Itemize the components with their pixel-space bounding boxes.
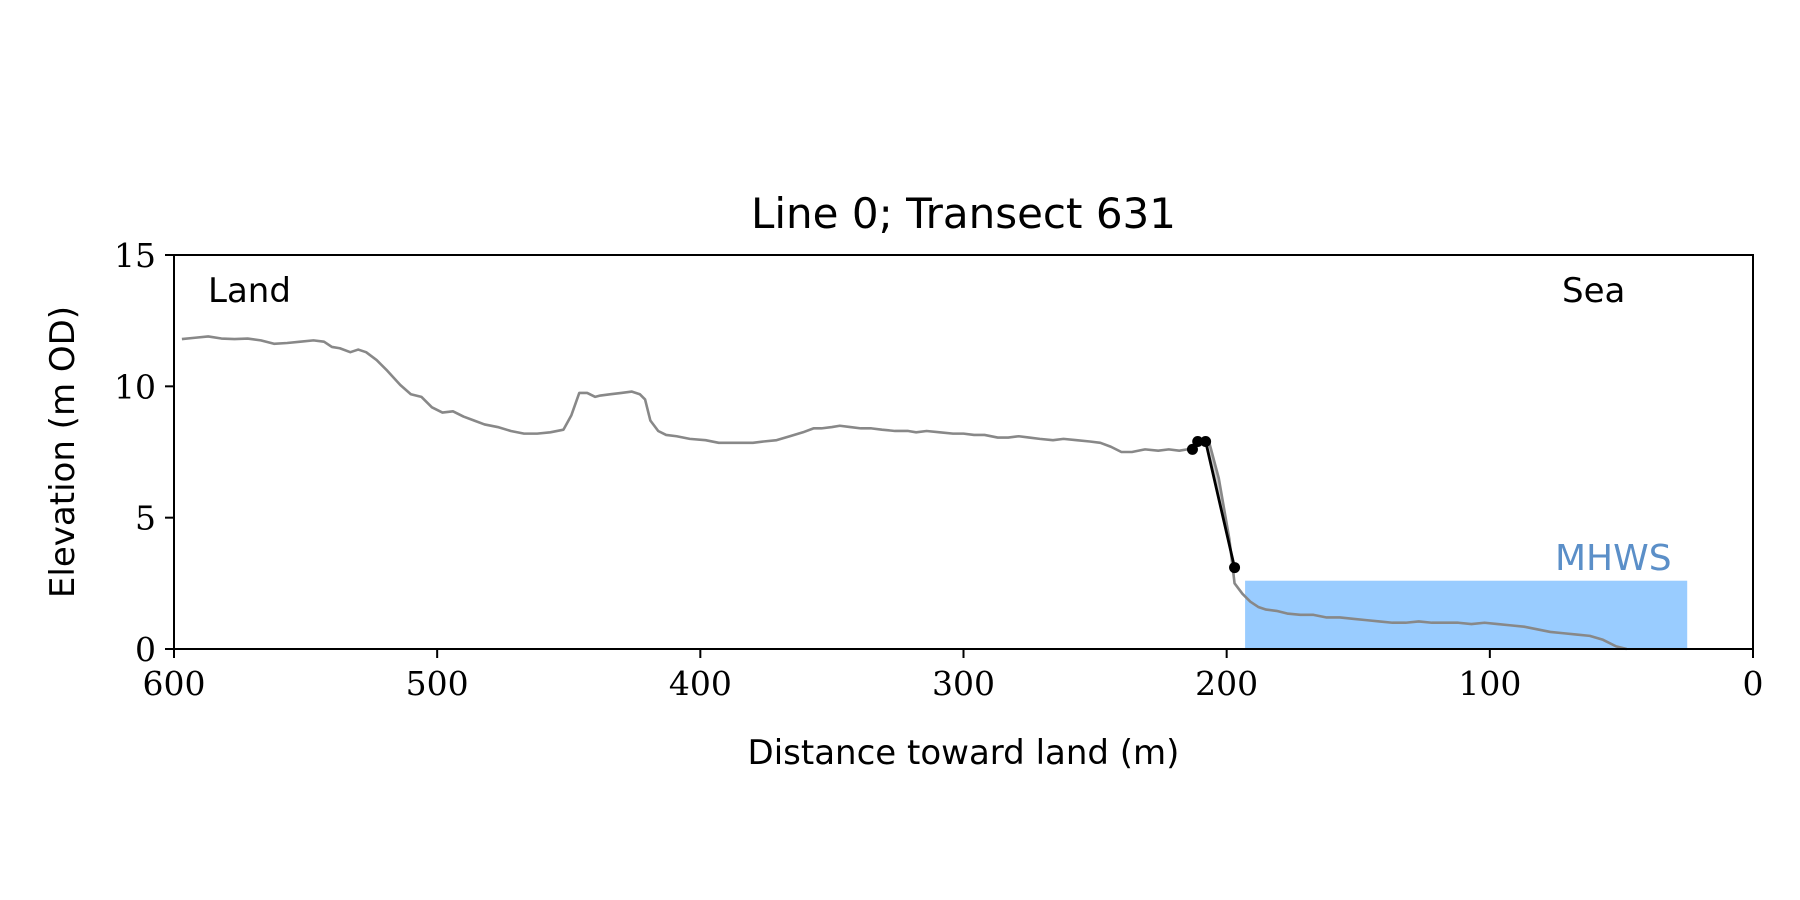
cliff-edge-point xyxy=(1192,435,1204,447)
x-tick-label: 400 xyxy=(669,664,732,703)
cliff-edge-layer xyxy=(1186,435,1241,574)
y-tick-label: 10 xyxy=(114,367,156,406)
x-tick-label: 600 xyxy=(143,664,206,703)
x-ticks: 600 500 400 300 200 100 0 xyxy=(143,649,1764,703)
series-profile-line xyxy=(181,335,1627,651)
y-ticks: 0 5 10 15 xyxy=(114,236,174,669)
x-tick-label: 500 xyxy=(406,664,469,703)
profile-layer xyxy=(181,335,1627,651)
cliff-fill xyxy=(1192,438,1235,584)
cliff-edge-point xyxy=(1186,443,1198,455)
y-tick-label: 0 xyxy=(135,630,156,669)
y-tick-label: 15 xyxy=(114,236,156,275)
sea-annotation: Sea xyxy=(1562,271,1625,311)
x-tick-label: 200 xyxy=(1195,664,1258,703)
y-tick-label: 5 xyxy=(135,499,156,538)
x-axis-label: Distance toward land (m) xyxy=(748,733,1180,773)
x-tick-label: 0 xyxy=(1743,664,1764,703)
chart-title: Line 0; Transect 631 xyxy=(751,189,1176,238)
cliff-fill-layer xyxy=(1192,438,1235,584)
cliff-edge-point xyxy=(1229,562,1241,574)
x-tick-label: 100 xyxy=(1458,664,1521,703)
mhws-label: MHWS xyxy=(1555,538,1672,579)
y-axis-label: Elevation (m OD) xyxy=(43,306,83,598)
land-annotation: Land xyxy=(208,271,291,311)
cliff-edge-point xyxy=(1200,435,1212,447)
x-tick-label: 300 xyxy=(932,664,995,703)
